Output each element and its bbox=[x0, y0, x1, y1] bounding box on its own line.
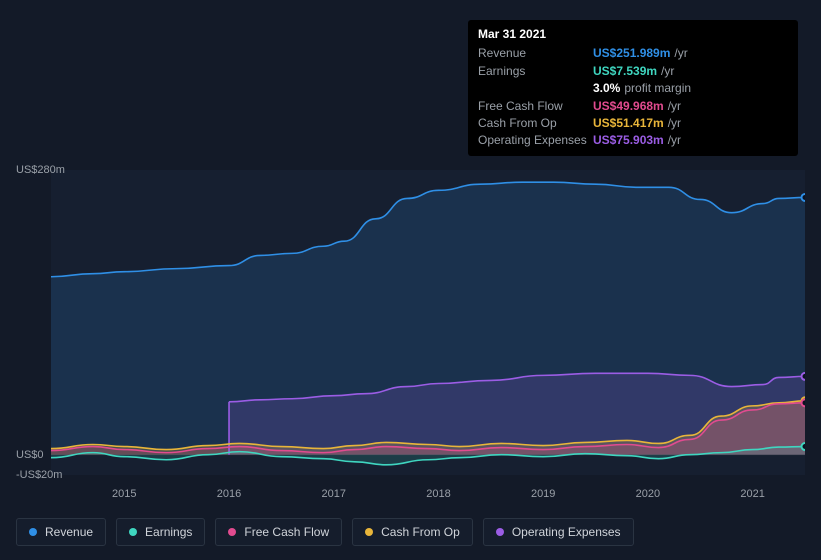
legend-label: Operating Expenses bbox=[512, 525, 621, 539]
legend-item-revenue[interactable]: Revenue bbox=[16, 518, 106, 546]
tooltip-unit: /yr bbox=[674, 45, 687, 62]
tooltip-unit: /yr bbox=[668, 132, 681, 149]
financials-area-chart[interactable]: US$280m US$0 -US$20m 2015 2016 2017 2018 2019 20… bbox=[16, 150, 805, 500]
chart-svg bbox=[51, 170, 805, 475]
tooltip-date: Mar 31 2021 bbox=[478, 26, 788, 43]
tooltip-value: US$49.968m bbox=[593, 98, 664, 115]
tooltip-label: Operating Expenses bbox=[478, 132, 593, 149]
tooltip-row: 3.0%profit margin bbox=[478, 80, 788, 97]
tooltip-label: Cash From Op bbox=[478, 115, 593, 132]
x-axis-tick: 2020 bbox=[636, 488, 660, 500]
y-axis-tick: -US$20m bbox=[16, 469, 98, 481]
tooltip-row: EarningsUS$7.539m/yr bbox=[478, 63, 788, 80]
x-axis-tick: 2021 bbox=[740, 488, 764, 500]
x-axis-tick: 2018 bbox=[426, 488, 450, 500]
tooltip-value: US$251.989m bbox=[593, 45, 670, 62]
series-end-dot bbox=[802, 373, 806, 380]
tooltip-unit: /yr bbox=[668, 115, 681, 132]
tooltip-row: Cash From OpUS$51.417m/yr bbox=[478, 115, 788, 132]
legend-item-cash-from-op[interactable]: Cash From Op bbox=[352, 518, 473, 546]
tooltip-profit-margin-pct: 3.0% bbox=[593, 80, 620, 97]
legend-label: Earnings bbox=[145, 525, 192, 539]
tooltip-value: US$51.417m bbox=[593, 115, 664, 132]
tooltip-unit: /yr bbox=[668, 98, 681, 115]
legend-dot-icon bbox=[129, 528, 137, 536]
tooltip-row: Operating ExpensesUS$75.903m/yr bbox=[478, 132, 788, 149]
legend-label: Revenue bbox=[45, 525, 93, 539]
tooltip-profit-margin-label: profit margin bbox=[624, 80, 691, 97]
tooltip-row: RevenueUS$251.989m/yr bbox=[478, 45, 788, 62]
legend-dot-icon bbox=[496, 528, 504, 536]
legend-item-free-cash-flow[interactable]: Free Cash Flow bbox=[215, 518, 342, 546]
tooltip-label: Free Cash Flow bbox=[478, 98, 593, 115]
tooltip-row: Free Cash FlowUS$49.968m/yr bbox=[478, 98, 788, 115]
x-axis-tick: 2019 bbox=[531, 488, 555, 500]
series-end-dot bbox=[802, 194, 806, 201]
legend-item-earnings[interactable]: Earnings bbox=[116, 518, 205, 546]
tooltip-value: US$75.903m bbox=[593, 132, 664, 149]
x-axis-tick: 2017 bbox=[322, 488, 346, 500]
x-axis-tick: 2015 bbox=[112, 488, 136, 500]
legend-label: Cash From Op bbox=[381, 525, 460, 539]
y-axis-tick: US$280m bbox=[16, 164, 98, 176]
series-end-dot bbox=[802, 443, 806, 450]
legend-item-operating-expenses[interactable]: Operating Expenses bbox=[483, 518, 634, 546]
tooltip-label: Earnings bbox=[478, 63, 593, 80]
chart-legend: Revenue Earnings Free Cash Flow Cash From O… bbox=[16, 518, 634, 546]
legend-label: Free Cash Flow bbox=[244, 525, 329, 539]
tooltip-label: Revenue bbox=[478, 45, 593, 62]
tooltip-value: US$7.539m bbox=[593, 63, 657, 80]
legend-dot-icon bbox=[228, 528, 236, 536]
y-axis-tick: US$0 bbox=[16, 449, 98, 461]
legend-dot-icon bbox=[365, 528, 373, 536]
chart-tooltip: Mar 31 2021 RevenueUS$251.989m/yrEarning… bbox=[468, 20, 798, 156]
legend-dot-icon bbox=[29, 528, 37, 536]
x-axis-tick: 2016 bbox=[217, 488, 241, 500]
tooltip-unit: /yr bbox=[661, 63, 674, 80]
series-end-dot bbox=[802, 399, 806, 406]
